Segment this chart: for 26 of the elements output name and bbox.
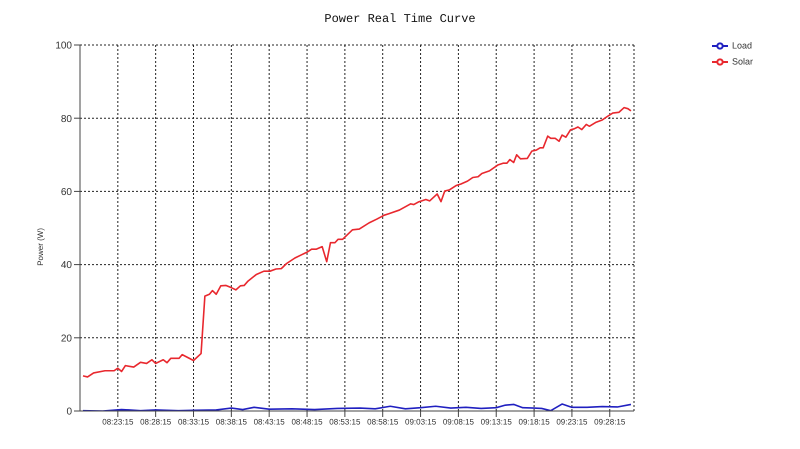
line-series [82, 403, 632, 411]
x-tick-label: 08:58:15 [367, 418, 399, 427]
chart-title: Power Real Time Curve [323, 12, 477, 26]
y-tick-label: 0 [66, 406, 72, 418]
x-tick-label: 08:43:15 [254, 418, 286, 427]
x-tick-label: 09:13:15 [480, 418, 512, 427]
y-tick-label: 20 [60, 333, 72, 344]
line-series [82, 106, 632, 378]
y-tick-label: 80 [60, 114, 72, 125]
y-tick-label: 40 [60, 260, 72, 272]
x-tick-label: 08:38:15 [216, 418, 248, 427]
x-tick-label: 09:28:15 [594, 418, 626, 427]
x-tick-label: 09:18:15 [518, 418, 550, 427]
x-tick-label: 08:48:15 [291, 418, 324, 427]
x-tick-label: 09:03:15 [405, 418, 437, 427]
x-tick-label: 08:23:15 [102, 418, 134, 427]
y-tick-label: 60 [60, 186, 72, 198]
legend-label: Load [732, 40, 752, 50]
y-axis-title: Power (W) [36, 228, 45, 266]
x-tick-label: 08:53:15 [329, 418, 361, 427]
x-tick-label: 09:08:15 [442, 418, 475, 427]
x-tick-label: 09:23:15 [556, 418, 588, 427]
x-tick-label: 08:28:15 [140, 418, 172, 427]
y-tick-label: 100 [55, 40, 72, 52]
legend-label: Solar [732, 56, 754, 66]
x-tick-label: 08:33:15 [178, 418, 210, 427]
